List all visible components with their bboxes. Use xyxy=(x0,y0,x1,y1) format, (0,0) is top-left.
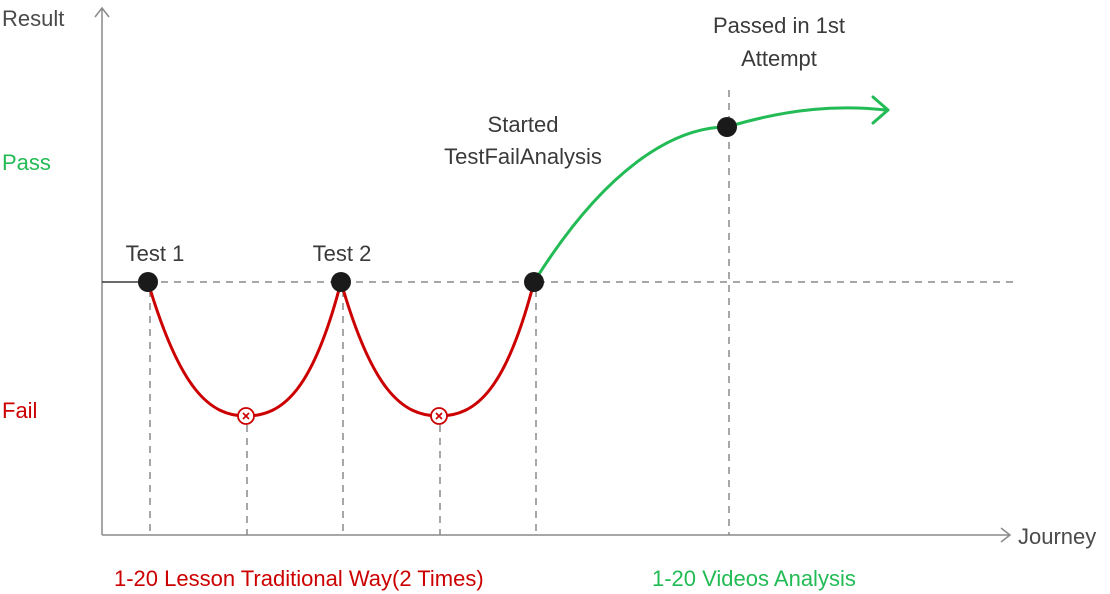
started-label-line1: Started xyxy=(488,112,559,137)
pass-arrow-icon xyxy=(871,95,890,125)
phase-videos-label: 1-20 Videos Analysis xyxy=(652,566,856,591)
fail-curve-2 xyxy=(339,281,536,418)
fail-curve-1 xyxy=(146,281,343,418)
dot-started xyxy=(524,272,544,292)
started-label-line2: TestFailAnalysis xyxy=(444,144,602,169)
passed-label-line1: Passed in 1st xyxy=(713,13,845,38)
y-axis-arrow-icon xyxy=(94,6,110,18)
x-mark xyxy=(435,412,443,420)
pass-curve-group xyxy=(532,95,890,283)
fail-marker-1 xyxy=(237,407,255,425)
reference-lines xyxy=(102,90,1015,535)
pass-curve xyxy=(532,106,887,283)
fail-label: Fail xyxy=(2,398,37,423)
pass-label: Pass xyxy=(2,150,51,175)
fail-marker-2 xyxy=(430,407,448,425)
passed-label-line2: Attempt xyxy=(741,46,817,71)
dot-test2 xyxy=(331,272,351,292)
axes xyxy=(94,6,1012,543)
test1-label: Test 1 xyxy=(126,241,185,266)
phase-traditional-label: 1-20 Lesson Traditional Way(2 Times) xyxy=(114,566,484,591)
milestone-dots xyxy=(138,117,737,292)
fail-curves xyxy=(146,281,536,418)
y-axis-label: Result xyxy=(2,6,64,31)
dot-test1 xyxy=(138,272,158,292)
x-axis-arrow-icon xyxy=(1000,527,1012,543)
x-mark xyxy=(242,412,250,420)
test2-label: Test 2 xyxy=(313,241,372,266)
dot-passed xyxy=(717,117,737,137)
x-axis-label: Journey xyxy=(1018,524,1096,549)
